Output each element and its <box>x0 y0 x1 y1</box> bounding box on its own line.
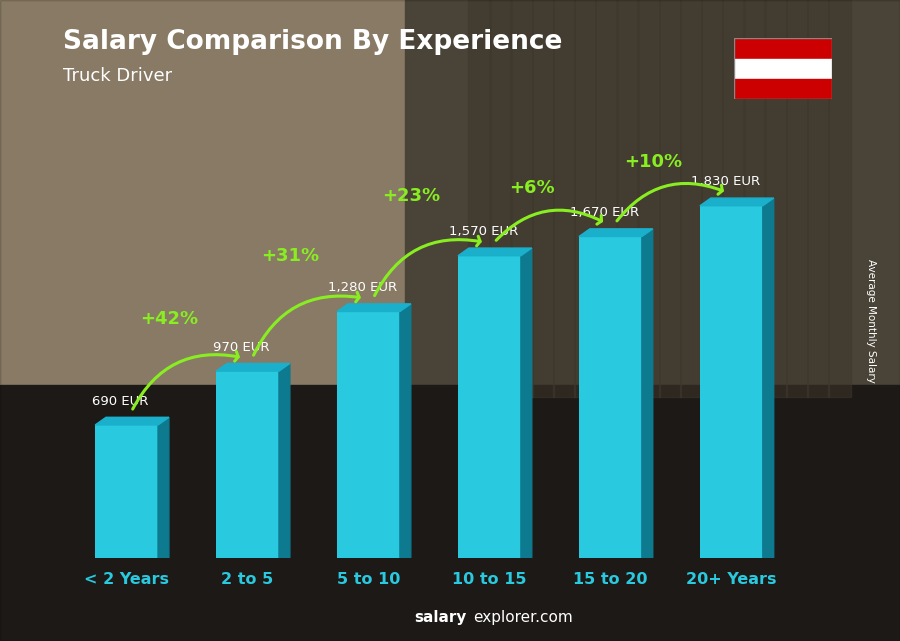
Polygon shape <box>579 229 652 237</box>
Text: salary: salary <box>414 610 466 625</box>
Bar <box>458 256 521 558</box>
Bar <box>0 0 495 417</box>
Text: 1,670 EUR: 1,670 EUR <box>570 206 639 219</box>
Bar <box>216 371 279 558</box>
Bar <box>490 0 512 397</box>
Bar <box>532 0 554 397</box>
Bar <box>734 59 833 79</box>
Polygon shape <box>95 417 169 425</box>
Bar <box>574 0 597 397</box>
Text: +10%: +10% <box>624 153 682 171</box>
Bar <box>510 0 533 397</box>
Bar <box>680 0 702 397</box>
Polygon shape <box>158 417 169 558</box>
Text: 1,830 EUR: 1,830 EUR <box>691 176 760 188</box>
Text: 1,280 EUR: 1,280 EUR <box>328 281 397 294</box>
Bar <box>659 0 681 397</box>
Bar <box>701 0 724 397</box>
Text: 970 EUR: 970 EUR <box>213 341 270 354</box>
Bar <box>468 0 490 397</box>
Polygon shape <box>279 363 290 558</box>
Bar <box>595 0 617 397</box>
Text: 690 EUR: 690 EUR <box>93 395 148 408</box>
Text: explorer.com: explorer.com <box>473 610 573 625</box>
Text: 1,570 EUR: 1,570 EUR <box>449 226 518 238</box>
Bar <box>700 206 763 558</box>
Bar <box>722 0 744 397</box>
Text: Salary Comparison By Experience: Salary Comparison By Experience <box>63 29 562 55</box>
Bar <box>734 38 833 59</box>
Bar <box>828 0 850 397</box>
Bar <box>579 237 642 558</box>
Bar <box>337 312 400 558</box>
Bar <box>734 79 833 99</box>
Polygon shape <box>642 229 652 558</box>
Bar <box>616 0 639 397</box>
Polygon shape <box>400 304 410 558</box>
Text: +31%: +31% <box>261 247 319 265</box>
Polygon shape <box>700 198 774 206</box>
Polygon shape <box>216 363 290 371</box>
Bar <box>95 425 158 558</box>
Polygon shape <box>337 304 410 312</box>
Polygon shape <box>458 248 532 256</box>
Text: Truck Driver: Truck Driver <box>63 67 172 85</box>
Bar <box>637 0 660 397</box>
Bar <box>806 0 829 397</box>
Polygon shape <box>763 198 774 558</box>
Text: +6%: +6% <box>509 179 554 197</box>
Polygon shape <box>521 248 532 558</box>
Bar <box>786 0 808 397</box>
Text: +23%: +23% <box>382 187 440 205</box>
Bar <box>405 0 900 417</box>
Bar <box>553 0 575 397</box>
Text: Average Monthly Salary: Average Monthly Salary <box>866 258 877 383</box>
Text: +42%: +42% <box>140 310 198 328</box>
Bar <box>0 385 900 641</box>
Bar <box>764 0 787 397</box>
Bar <box>743 0 766 397</box>
